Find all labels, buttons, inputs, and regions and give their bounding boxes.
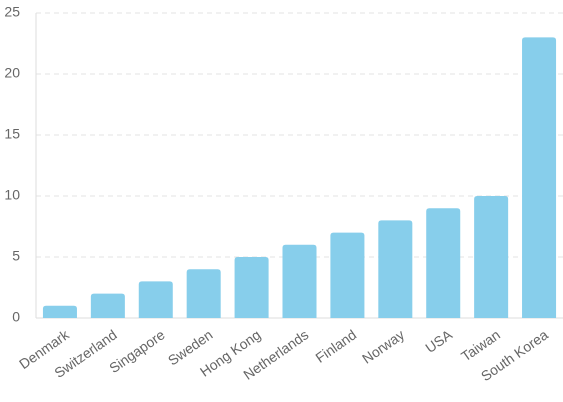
bar — [138, 281, 173, 318]
bar — [90, 293, 125, 318]
bar — [186, 269, 221, 318]
y-tick-label: 15 — [4, 126, 20, 142]
y-tick-label: 5 — [12, 248, 20, 264]
bar — [282, 244, 317, 318]
y-tick-label: 10 — [4, 187, 20, 203]
bar — [42, 305, 77, 318]
y-tick-label: 20 — [4, 65, 20, 81]
bar — [330, 232, 365, 318]
x-tick-label: Norway — [359, 326, 407, 366]
bar — [426, 208, 461, 318]
bar — [522, 37, 557, 319]
bar — [234, 257, 269, 318]
x-tick-label: Finland — [312, 326, 359, 365]
y-tick-label: 0 — [12, 309, 20, 325]
y-tick-label: 25 — [4, 4, 20, 20]
bar — [378, 220, 413, 318]
bar — [474, 196, 509, 318]
x-tick-label: USA — [422, 326, 455, 356]
